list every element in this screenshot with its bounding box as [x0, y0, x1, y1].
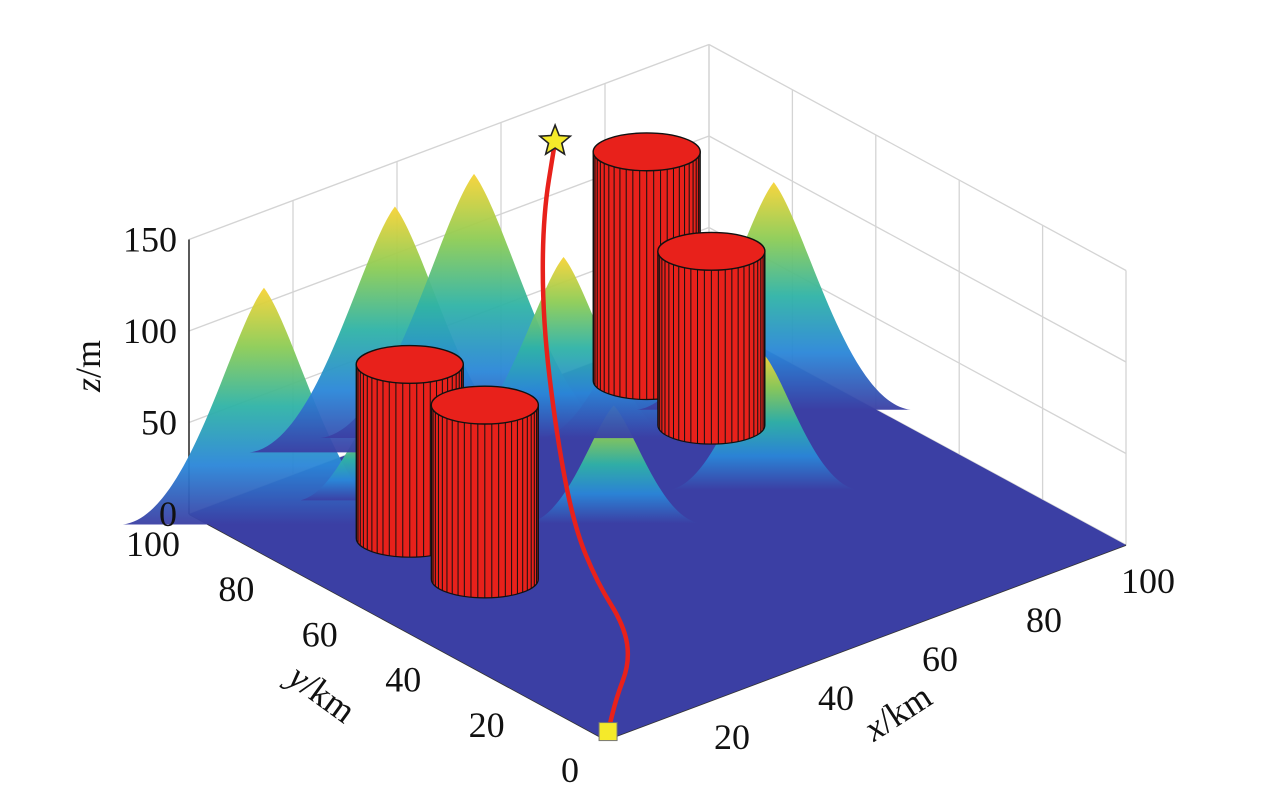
x-tick-label: 60 — [922, 639, 958, 679]
x-tick-label: 80 — [1026, 600, 1062, 640]
grid-line — [708, 43, 1127, 272]
start-marker — [598, 722, 618, 742]
obstacle-cylinder — [430, 385, 540, 599]
y-tick-label: 0 — [561, 750, 579, 790]
scene-objects — [355, 122, 766, 742]
terrain-peak — [122, 287, 406, 525]
z-tick-label: 0 — [159, 494, 177, 534]
x-axis-label: x/km — [856, 676, 939, 749]
y-tick-label: 100 — [126, 524, 180, 564]
grid-line — [188, 43, 710, 241]
goal-marker — [537, 122, 573, 156]
z-tick-label: 50 — [141, 403, 177, 443]
y-tick-label: 60 — [302, 614, 338, 654]
obstacle-cylinder — [657, 231, 766, 445]
y-tick-label: 20 — [469, 705, 505, 745]
grid-line — [708, 135, 1127, 363]
x-tick-label: 100 — [1121, 561, 1175, 601]
x-tick-label: 40 — [818, 678, 854, 718]
terrain-floor-plane — [189, 319, 1126, 740]
z-tick-label: 150 — [123, 220, 177, 260]
terrain-peak — [528, 405, 700, 524]
flight-path — [540, 138, 631, 734]
y-tick-label: 40 — [385, 660, 421, 700]
terrain-floor — [189, 319, 1126, 740]
z-axis-label: z/m — [68, 340, 108, 393]
y-tick-label: 80 — [218, 569, 254, 609]
y-axis-label: y/km — [279, 654, 363, 730]
z-tick-label: 100 — [123, 311, 177, 351]
x-tick-label: 20 — [714, 717, 750, 757]
